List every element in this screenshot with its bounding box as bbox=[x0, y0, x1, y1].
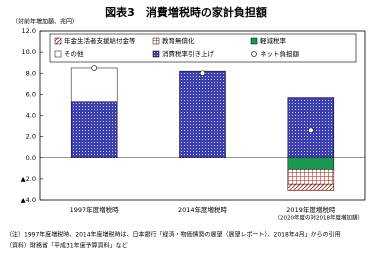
y-tick-label: 2.0 bbox=[26, 133, 36, 141]
legend-box bbox=[49, 33, 357, 63]
bar-segment bbox=[287, 183, 335, 191]
net-marker bbox=[308, 127, 314, 134]
note: （注）1997年度増税時、2014年度増税時は、日本銀行「経済・物価情勢の展望（… bbox=[6, 231, 341, 239]
x-tick-label: 1997年度増税時 bbox=[70, 205, 120, 214]
bar-segment bbox=[70, 67, 118, 103]
bar-segment bbox=[70, 101, 118, 159]
y-tick-label: ▲2.0 bbox=[21, 175, 36, 183]
legend-swatch bbox=[54, 50, 62, 58]
legend-label: 軽減税率 bbox=[260, 36, 287, 45]
x-tick-label: 2019年度増税時 bbox=[286, 205, 336, 214]
y-tick-label: 6.0 bbox=[26, 90, 36, 98]
y-tick-label: 12.0 bbox=[22, 27, 36, 35]
net-marker bbox=[91, 65, 97, 71]
y-tick-label: 10.0 bbox=[22, 48, 36, 56]
y-tick-label: 4.0 bbox=[26, 112, 36, 120]
bar-segment bbox=[287, 169, 335, 185]
net-marker bbox=[199, 70, 206, 77]
y-tick-label: ▲4.0 bbox=[21, 196, 36, 204]
y-tick-label: 8.0 bbox=[26, 69, 36, 77]
bar-segment bbox=[287, 157, 335, 170]
y-tick-label: 0.0 bbox=[26, 154, 36, 162]
y-axis-label: （対前年増加額、兆円） bbox=[12, 18, 78, 26]
category-note: （2020年度の対2018年度増加額） bbox=[275, 214, 364, 222]
legend-label: ネット負担額 bbox=[260, 49, 300, 58]
legend-label: 教育無償化 bbox=[162, 36, 195, 45]
legend-swatch bbox=[250, 37, 258, 45]
note: （資料）財務省「平成31年度予算資料」など bbox=[6, 242, 128, 250]
bar-segment bbox=[179, 70, 226, 158]
legend-label: 年金生活者支援給付金等 bbox=[64, 36, 136, 45]
x-tick-label: 2014年度増税時 bbox=[178, 205, 228, 214]
legend-swatch bbox=[152, 37, 160, 45]
legend-label: 消費税率引き上げ bbox=[162, 49, 215, 58]
legend-marker bbox=[251, 51, 257, 57]
legend-label: その他 bbox=[64, 49, 84, 58]
legend-swatch bbox=[54, 37, 62, 45]
legend-swatch bbox=[152, 50, 160, 58]
chart-title: 図表3 消費増税時の家計負担額 bbox=[105, 5, 267, 19]
